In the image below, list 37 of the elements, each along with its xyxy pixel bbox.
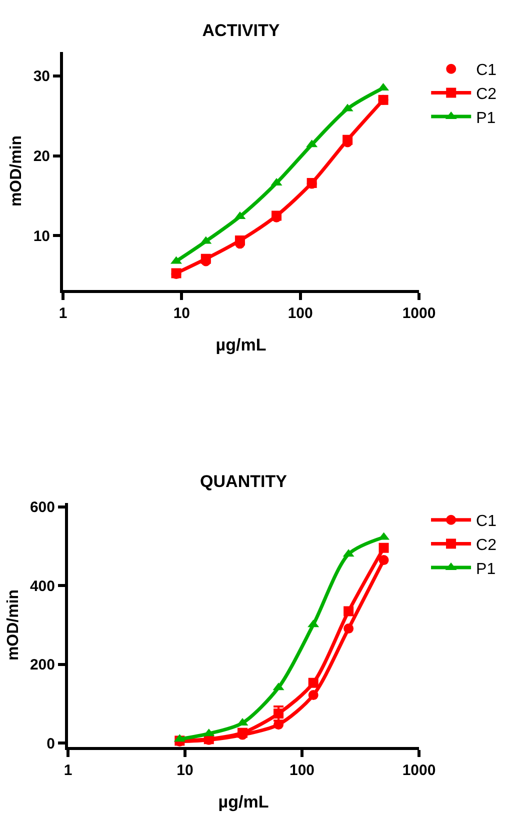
- y-tick-label: 400: [30, 578, 55, 595]
- x-tick-label: 100: [289, 762, 315, 779]
- legend-label: C2: [476, 536, 497, 554]
- x-tick-label: 100: [288, 305, 313, 322]
- x-tick-label: 1: [58, 305, 68, 322]
- chart-title: ACTIVITY: [202, 20, 280, 40]
- legend-label: C1: [476, 62, 497, 80]
- y-tick-label: 600: [30, 499, 55, 516]
- y-tick-label: 200: [30, 656, 55, 674]
- point: [344, 606, 354, 616]
- y-axis-title: mOD/min: [8, 135, 26, 207]
- point: [234, 235, 245, 246]
- legend-label: P1: [476, 110, 496, 127]
- x-tick-label: 10: [176, 762, 194, 779]
- x-axis-title: µg/mL: [216, 335, 266, 354]
- point: [342, 134, 353, 145]
- point: [378, 94, 388, 105]
- point: [344, 624, 354, 634]
- point: [308, 678, 318, 688]
- y-tick-label: 0: [46, 735, 55, 752]
- x-tick-label: 1: [64, 762, 72, 779]
- y-tick-label: 10: [33, 228, 50, 245]
- legend-label: C2: [476, 86, 497, 103]
- legend-label: P1: [476, 560, 496, 578]
- x-tick-label: 1000: [402, 305, 436, 322]
- point: [378, 542, 389, 553]
- x-tick-label: 10: [173, 305, 190, 322]
- x-axis-title: µg/mL: [218, 792, 269, 812]
- y-tick-label: 30: [33, 68, 50, 86]
- point: [200, 254, 211, 264]
- point: [308, 690, 318, 700]
- point: [378, 555, 389, 566]
- legend-label: C1: [476, 513, 497, 530]
- chart-title: QUANTITY: [200, 472, 288, 491]
- x-tick-label: 1000: [402, 762, 436, 779]
- y-tick-label: 20: [33, 148, 50, 166]
- y-axis-title: mOD/min: [4, 589, 22, 661]
